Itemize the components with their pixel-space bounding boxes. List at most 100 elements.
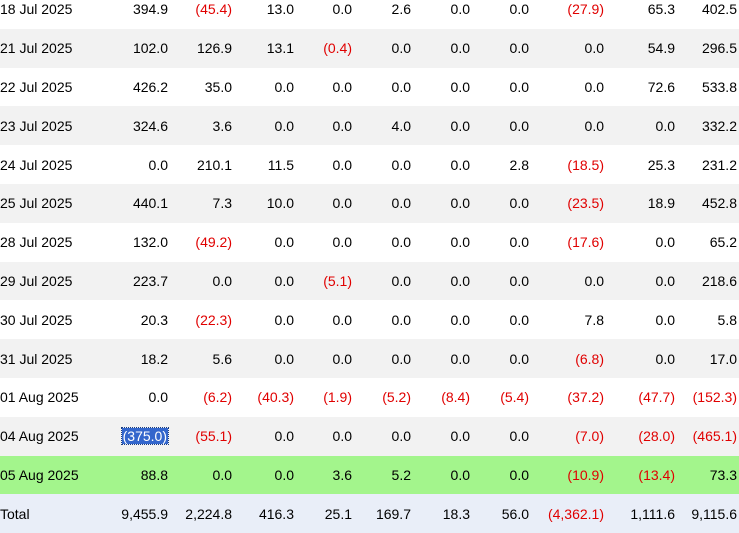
value-cell[interactable]: (45.4) [195, 1, 232, 18]
value-cell[interactable]: 0.0 [450, 428, 470, 445]
value-cell[interactable]: 0.0 [450, 466, 470, 483]
value-cell[interactable]: 5.6 [212, 350, 232, 367]
value-cell[interactable]: 0.0 [391, 40, 411, 57]
value-cell[interactable]: 426.2 [132, 78, 168, 95]
total-value-cell[interactable]: 56.0 [501, 505, 529, 522]
value-cell[interactable]: 0.0 [332, 78, 352, 95]
value-cell[interactable]: 0.0 [274, 272, 294, 289]
value-cell[interactable]: 0.0 [450, 272, 470, 289]
value-cell[interactable]: (49.2) [195, 234, 232, 251]
value-cell[interactable]: 0.0 [509, 272, 529, 289]
value-cell[interactable]: 0.0 [450, 40, 470, 57]
value-cell[interactable]: (22.3) [195, 311, 232, 328]
value-cell[interactable]: 0.0 [584, 78, 604, 95]
value-cell[interactable]: 0.0 [450, 350, 470, 367]
value-cell[interactable]: 0.0 [509, 78, 529, 95]
value-cell[interactable]: 65.2 [709, 234, 737, 251]
value-cell[interactable]: 0.0 [509, 195, 529, 212]
value-cell[interactable]: (465.1) [692, 428, 737, 445]
value-cell[interactable]: 0.0 [332, 428, 352, 445]
total-row[interactable]: Total 9,455.9 2,224.8 416.3 25.1 169.7 18.3 56.… [0, 494, 739, 533]
value-cell[interactable]: 11.5 [267, 156, 294, 173]
value-cell[interactable]: 0.0 [148, 389, 168, 406]
value-cell[interactable]: (0.4) [323, 40, 352, 57]
value-cell[interactable]: (5.2) [382, 389, 411, 406]
value-cell[interactable]: 0.0 [655, 350, 675, 367]
value-cell[interactable]: 0.0 [655, 311, 675, 328]
value-cell[interactable]: 394.9 [132, 1, 168, 18]
total-value-cell[interactable]: 2,224.8 [185, 505, 232, 522]
value-cell[interactable]: 218.6 [701, 272, 737, 289]
value-cell[interactable]: (8.4) [441, 389, 470, 406]
value-cell[interactable]: 0.0 [655, 234, 675, 251]
total-value-cell[interactable]: (4,362.1) [547, 505, 604, 522]
value-cell[interactable]: 0.0 [391, 156, 411, 173]
value-cell[interactable]: 0.0 [148, 156, 168, 173]
value-cell[interactable]: (28.0) [638, 428, 675, 445]
value-cell[interactable]: 0.0 [391, 272, 411, 289]
value-cell[interactable]: 0.0 [332, 1, 352, 18]
value-cell[interactable]: 72.6 [647, 78, 675, 95]
total-value-cell[interactable]: 416.3 [258, 505, 294, 522]
value-cell[interactable]: 0.0 [274, 466, 294, 483]
value-cell[interactable]: 5.2 [391, 466, 411, 483]
value-cell[interactable]: 102.0 [132, 40, 168, 57]
value-cell[interactable]: 132.0 [132, 234, 168, 251]
table-row[interactable]: 31 Jul 2025 18.2 5.6 0.0 0.0 0.0 0.0 0.0 (6.8) 0.… [0, 339, 739, 378]
value-cell[interactable]: 452.8 [701, 195, 737, 212]
total-value-cell[interactable]: 1,111.6 [630, 505, 675, 522]
value-cell[interactable]: 402.5 [701, 1, 737, 18]
value-cell[interactable]: 440.1 [132, 195, 168, 212]
value-cell[interactable]: 296.5 [701, 40, 737, 57]
table-row[interactable]: 21 Jul 2025 102.0 126.9 13.1 (0.4) 0.0 0.0 0.0 0… [0, 28, 739, 68]
value-cell[interactable]: 10.0 [266, 195, 294, 212]
value-cell[interactable]: (27.9) [567, 1, 604, 18]
value-cell[interactable]: 0.0 [212, 466, 232, 483]
value-cell[interactable]: 0.0 [391, 311, 411, 328]
value-cell[interactable]: 0.0 [274, 350, 294, 367]
value-cell[interactable]: 0.0 [584, 40, 604, 57]
value-cell[interactable]: 0.0 [274, 311, 294, 328]
value-cell[interactable]: 0.0 [391, 234, 411, 251]
value-cell[interactable]: (13.4) [638, 466, 675, 483]
value-cell[interactable]: 126.9 [196, 40, 232, 57]
value-cell[interactable]: 0.0 [332, 234, 352, 251]
value-cell[interactable]: (375.0) [106, 417, 170, 456]
value-cell[interactable]: 0.0 [509, 234, 529, 251]
value-cell[interactable]: 0.0 [509, 117, 529, 134]
value-cell[interactable]: 0.0 [212, 272, 232, 289]
value-cell[interactable]: 20.3 [140, 311, 168, 328]
value-cell[interactable]: 0.0 [332, 156, 352, 173]
value-cell[interactable]: 0.0 [332, 311, 352, 328]
value-cell[interactable]: 65.3 [647, 1, 675, 18]
value-cell[interactable]: (17.6) [567, 234, 604, 251]
value-cell[interactable]: 0.0 [274, 78, 294, 95]
value-cell[interactable]: (10.9) [567, 466, 604, 483]
table-row[interactable]: 04 Aug 2025 (375.0) (55.1) 0.0 0.0 0.0 0.0 0.0 (… [0, 416, 739, 456]
value-cell[interactable]: 0.0 [450, 234, 470, 251]
table-row[interactable]: 24 Jul 2025 0.0 210.1 11.5 0.0 0.0 0.0 2.8 (18.5… [0, 145, 739, 184]
value-cell[interactable]: 0.0 [584, 272, 604, 289]
value-cell[interactable]: 88.8 [140, 466, 168, 483]
value-cell[interactable]: 54.9 [647, 40, 675, 57]
table-row[interactable]: 18 Jul 2025 394.9 (45.4) 13.0 0.0 2.6 0.0 0.0 (2… [0, 0, 739, 29]
value-cell[interactable]: 210.1 [196, 156, 232, 173]
value-cell[interactable]: 0.0 [332, 117, 352, 134]
value-cell[interactable]: 324.6 [132, 117, 168, 134]
value-cell[interactable]: (7.0) [575, 428, 604, 445]
value-cell[interactable]: (37.2) [567, 389, 604, 406]
total-value-cell[interactable]: 9,455.9 [121, 505, 168, 522]
value-cell[interactable]: 533.8 [701, 78, 737, 95]
value-cell[interactable]: 0.0 [655, 272, 675, 289]
value-cell[interactable]: 3.6 [332, 466, 352, 483]
value-cell[interactable]: 7.3 [212, 195, 232, 212]
value-cell[interactable]: 0.0 [332, 350, 352, 367]
table-row[interactable]: 05 Aug 2025 88.8 0.0 0.0 3.6 5.2 0.0 0.0 (10.9) (… [0, 455, 739, 495]
value-cell[interactable]: 332.2 [701, 117, 737, 134]
value-cell[interactable]: 0.0 [450, 311, 470, 328]
value-cell[interactable]: (1.9) [323, 389, 352, 406]
value-cell[interactable]: 0.0 [509, 428, 529, 445]
value-cell[interactable]: 2.8 [509, 156, 529, 173]
value-cell[interactable]: 18.2 [140, 350, 168, 367]
value-cell[interactable]: 0.0 [509, 1, 529, 18]
